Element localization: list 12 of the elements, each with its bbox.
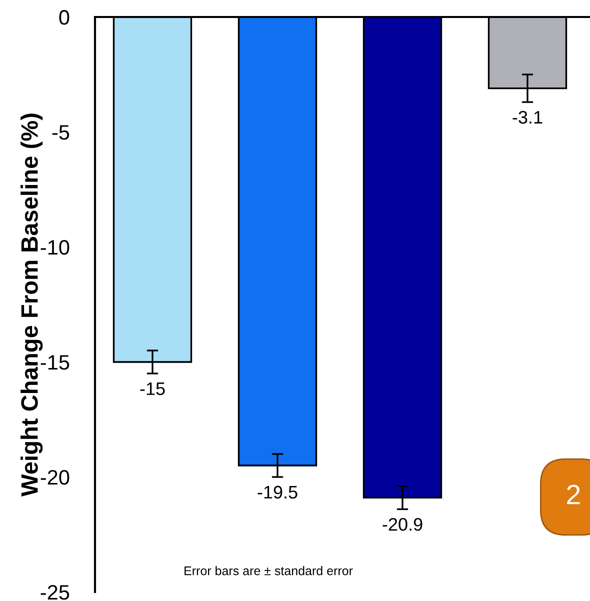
y-tick-label: -15: [40, 355, 70, 370]
annotation: Error bars are ± standard error: [184, 566, 353, 576]
y-tick-label: -5: [52, 125, 70, 140]
data-label: -19.5: [258, 486, 298, 499]
y-tick-label: -25: [40, 585, 70, 600]
data-label: -15: [140, 382, 165, 396]
data-label: -3.1: [512, 110, 542, 124]
y-tick-label: 0: [59, 10, 70, 25]
data-label: -20.9: [382, 518, 422, 531]
annotation: 2: [567, 484, 580, 504]
y-tick-label: -20: [40, 470, 70, 485]
y-tick-label: -10: [40, 240, 70, 255]
